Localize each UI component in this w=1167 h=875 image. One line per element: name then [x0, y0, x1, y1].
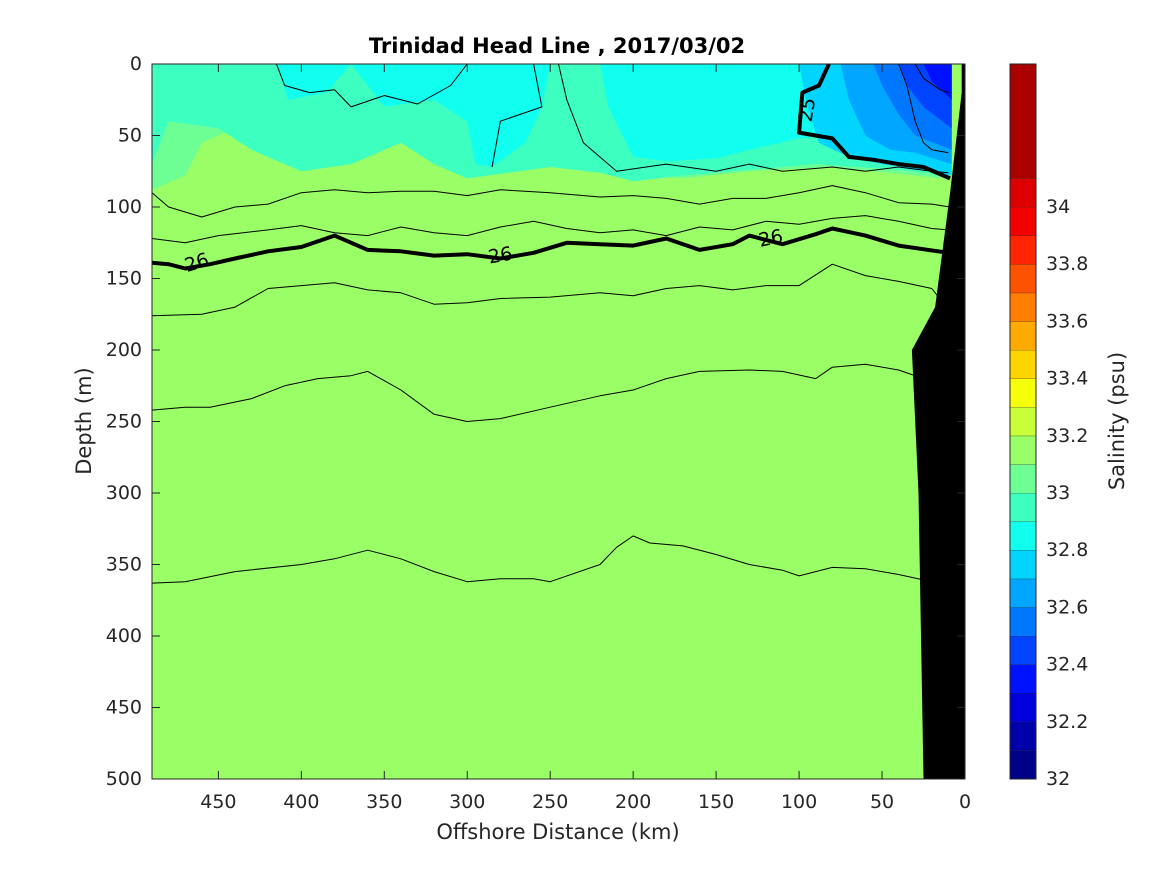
x-tick-label: 400 — [283, 791, 319, 813]
contour-line-12 — [914, 64, 949, 94]
colorbar-segment — [1010, 721, 1036, 751]
y-tick-label: 200 — [106, 339, 142, 361]
x-tick-label: 150 — [698, 791, 734, 813]
chart-title: Trinidad Head Line , 2017/03/02 — [369, 34, 745, 58]
contour-line-5 — [152, 263, 949, 317]
plot-area — [152, 64, 965, 779]
x-tick-label: 100 — [781, 791, 817, 813]
colorbar-tick-label: 32.8 — [1046, 539, 1088, 561]
y-tick-label: 400 — [106, 625, 142, 647]
contour-line-10 — [558, 64, 949, 174]
contour-line-25 — [797, 64, 951, 181]
y-tick-label: 350 — [106, 554, 142, 576]
colorbar-segment — [1010, 407, 1036, 436]
colorbar-segment — [1010, 235, 1036, 265]
contour-label-4: 26 — [757, 225, 785, 252]
colorbar-segment — [1010, 550, 1036, 579]
y-tick-label: 250 — [106, 411, 142, 433]
salinity-band-light-green — [152, 64, 957, 779]
colorbar-segment — [1010, 350, 1036, 379]
colorbar-tick-label: 34 — [1046, 196, 1070, 218]
y-tick-label: 150 — [106, 268, 142, 290]
colorbar-segment — [1010, 636, 1036, 665]
y-tick-label: 300 — [106, 482, 142, 504]
continental-shelf-mask — [911, 64, 965, 779]
colorbar-segment — [1010, 464, 1036, 493]
colorbar-ticks: 32 32.2 32.4 32.6 32.8 33 33.2 33.4 33.6 33.8 34 — [1046, 196, 1088, 790]
colorbar-segment — [1010, 578, 1036, 608]
colorbar-segment — [1010, 378, 1036, 408]
colorbar-tick-label: 33 — [1046, 482, 1070, 504]
bathymetry-mask — [911, 64, 965, 779]
colorbar-tick-label: 32.6 — [1046, 596, 1088, 618]
y-axis-ticks: 0 50 100 150 200 250 300 350 400 450 500 — [106, 53, 965, 790]
colorbar-segment — [1010, 493, 1036, 522]
contour-label-3: 26 — [487, 243, 515, 269]
colorbar-segment — [1010, 178, 1036, 207]
x-tick-label: 300 — [449, 791, 485, 813]
y-tick-label: 100 — [106, 196, 142, 218]
contour-line-7 — [152, 535, 942, 584]
salinity-band-cyan — [276, 64, 952, 167]
x-tick-label: 250 — [532, 791, 568, 813]
y-tick-label: 450 — [106, 697, 142, 719]
contour-line-3 — [152, 185, 951, 218]
colorbar-segment — [1010, 264, 1036, 293]
contour-line-26 — [152, 226, 949, 271]
contour-line-11 — [898, 64, 949, 154]
x-axis-label: Offshore Distance (km) — [436, 820, 679, 844]
y-tick-label: 500 — [106, 768, 142, 790]
contour-line-9 — [275, 64, 468, 108]
x-tick-label: 50 — [870, 791, 894, 813]
x-tick-label: 200 — [615, 791, 651, 813]
colorbar-segment — [1010, 292, 1036, 322]
colorbar-segment — [1010, 664, 1036, 694]
colorbar-segment — [1010, 207, 1036, 236]
x-tick-label: 450 — [200, 791, 236, 813]
colorbar-tick-label: 32 — [1046, 768, 1070, 790]
contour-line-4 — [152, 215, 949, 244]
colorbar-label: Salinity (psu) — [1105, 352, 1129, 490]
x-tick-label: 350 — [366, 791, 402, 813]
colorbar-segment — [1010, 64, 1036, 179]
x-axis-ticks: 450 400 350 300 250 200 150 100 50 0 — [200, 64, 971, 813]
colorbar-frame — [1009, 63, 1037, 780]
colorbar-tick-label: 32.2 — [1046, 711, 1088, 733]
colorbar-segment — [1010, 521, 1036, 551]
contour-lines — [152, 64, 951, 584]
colorbar-segment — [1010, 435, 1036, 465]
colorbar-tick-label: 32.4 — [1046, 654, 1088, 676]
y-axis-label: Depth (m) — [72, 367, 96, 474]
colorbar-segment — [1010, 607, 1036, 636]
colorbar-tick-label: 33.2 — [1046, 425, 1088, 447]
colorbar-segment — [1010, 693, 1036, 722]
colorbar-tick-label: 33.4 — [1046, 368, 1088, 390]
y-tick-label: 0 — [130, 53, 142, 75]
contour-line-6 — [152, 363, 949, 422]
colorbar-tick-label: 33.8 — [1046, 253, 1088, 275]
colorbar-segment — [1010, 750, 1036, 779]
x-tick-label: 0 — [959, 791, 971, 813]
colorbar-tick-label: 33.6 — [1046, 310, 1088, 332]
colorbar-segment — [1010, 321, 1036, 350]
colorbar — [1010, 63, 1036, 779]
salinity-fill-layers — [152, 64, 957, 779]
contour-label-1: 25 — [794, 96, 820, 124]
contour-line-8 — [491, 64, 543, 168]
y-tick-label: 50 — [118, 125, 142, 147]
